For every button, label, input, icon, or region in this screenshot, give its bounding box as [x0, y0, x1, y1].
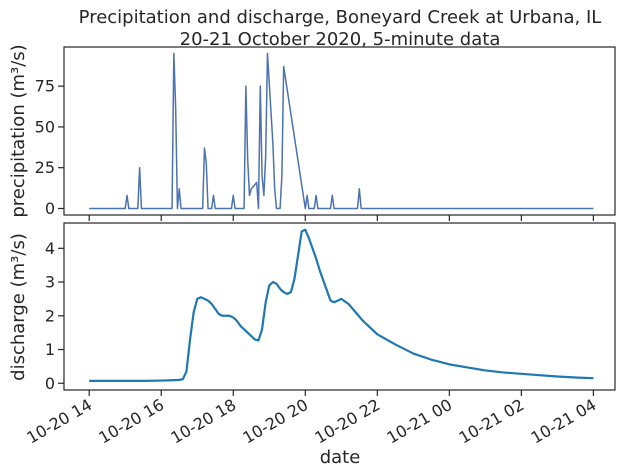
x-tick-label: 10-20 18	[167, 395, 239, 447]
chart-title-line1: Precipitation and discharge, Boneyard Cr…	[79, 7, 602, 28]
chart-title-line2: 20-21 October 2020, 5-minute data	[180, 29, 501, 50]
discharge-y-tick-label: 2	[45, 306, 55, 325]
x-axis-label: date	[320, 447, 361, 468]
precipitation-y-axis-label: precipitation (m³/s)	[8, 44, 29, 217]
precipitation-panel: 0 25 50 75	[35, 46, 616, 221]
discharge-y-tick-label: 3	[45, 273, 55, 292]
x-tick-label: 10-20 14	[23, 395, 95, 447]
discharge-y-tick-label: 0	[45, 374, 55, 393]
discharge-plot-frame	[63, 222, 616, 391]
x-tick-label: 10-21 00	[384, 395, 456, 447]
x-tick-label: 10-20 22	[312, 395, 384, 447]
precipitation-y-tick-label: 0	[45, 199, 55, 218]
x-tick-label: 10-21 02	[456, 395, 528, 447]
discharge-y-tick-label: 1	[45, 340, 55, 359]
x-tick-label: 10-20 20	[239, 395, 311, 447]
precipitation-series-line	[89, 52, 594, 210]
discharge-y-tick-label: 4	[45, 239, 55, 258]
precipitation-y-tick-label: 50	[35, 117, 55, 136]
x-tick-label: 10-21 04	[528, 395, 600, 447]
x-tick-label: 10-20 16	[95, 395, 167, 447]
discharge-y-axis-label: discharge (m³/s)	[8, 233, 29, 381]
discharge-series-line	[89, 228, 594, 382]
precipitation-plot-frame	[63, 46, 616, 216]
precipitation-y-tick-label: 75	[35, 77, 55, 96]
precipitation-y-tick-label: 25	[35, 158, 55, 177]
